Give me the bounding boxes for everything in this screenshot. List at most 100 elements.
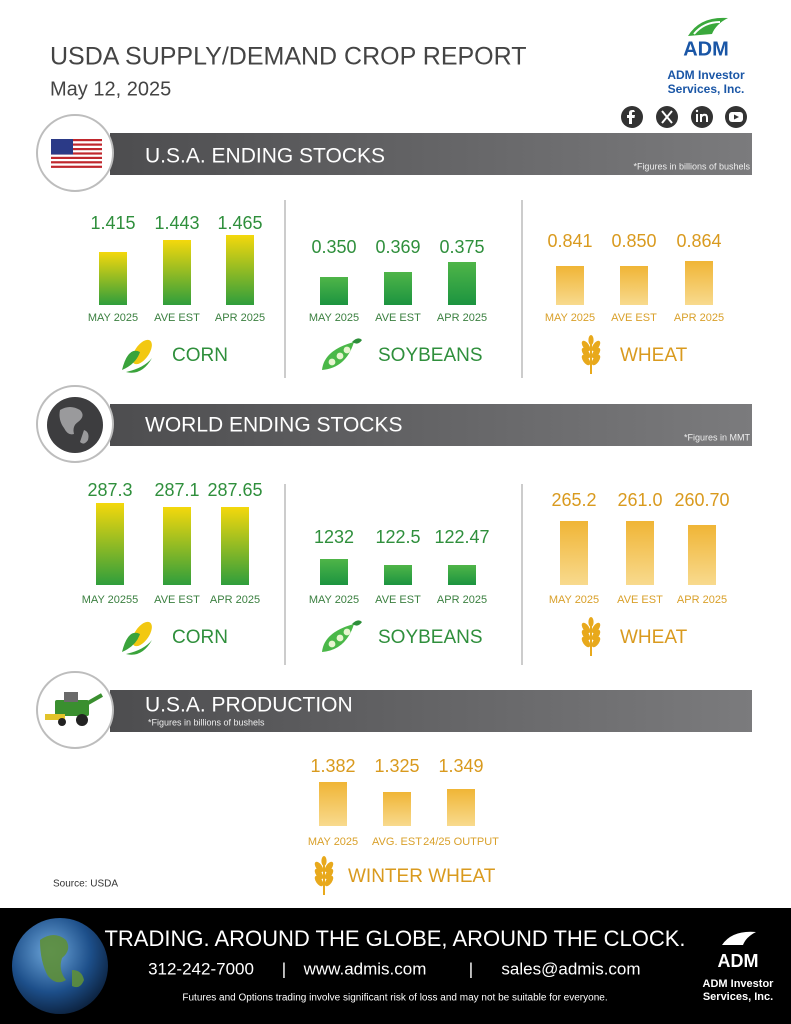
bar [384, 272, 412, 305]
value-label: 1.443 [154, 213, 199, 233]
adm-logo: ADM ADM Investor Services, Inc. [667, 17, 745, 96]
bar [556, 266, 584, 305]
value-label: 287.65 [207, 480, 262, 500]
wheat-grain [324, 875, 334, 887]
soy-bean [328, 358, 336, 366]
bar [685, 261, 713, 305]
corn-husk [122, 350, 152, 373]
soy-leaf [352, 338, 362, 344]
wheat-grain [314, 875, 324, 887]
wheat-grain [591, 629, 601, 641]
soy-leaf [352, 620, 362, 626]
facebook-glyph [627, 110, 635, 124]
wheat-grain [588, 617, 594, 627]
section-band [110, 404, 752, 446]
globe-icon [47, 397, 103, 453]
bar [448, 565, 476, 585]
footer-logo-company: Services, Inc. [703, 991, 773, 1003]
footer-email[interactable]: sales@admis.com [501, 959, 640, 978]
wheat-icon [581, 617, 601, 656]
bar [688, 525, 716, 585]
combine-header [45, 714, 65, 720]
x-glyph [661, 110, 673, 124]
wheat-grain [581, 347, 591, 359]
bar [383, 792, 411, 826]
crop-name: WHEAT [620, 345, 688, 366]
wheat-icon [581, 335, 601, 374]
usa-flag-icon [51, 139, 102, 168]
section-note: *Figures in MMT [684, 432, 751, 442]
combine-cab [64, 692, 78, 702]
wheat-grain [314, 868, 324, 880]
value-label: 0.369 [375, 237, 420, 257]
combine-wheel [76, 714, 88, 726]
footer-logo-company: ADM Investor [703, 978, 775, 990]
wheat-grain [591, 636, 601, 648]
crop-name: SOYBEANS [378, 627, 483, 648]
value-label: 122.5 [375, 527, 420, 547]
soy-bean [336, 634, 344, 642]
section-title: U.S.A. PRODUCTION [145, 694, 353, 717]
wheat-grain [581, 629, 591, 641]
bar [320, 559, 348, 585]
footer-website[interactable]: www.admis.com [303, 959, 427, 978]
category-label: MAY 2025 [549, 594, 599, 606]
value-label: 0.375 [439, 237, 484, 257]
sections: U.S.A. ENDING STOCKS *Figures in billions… [36, 114, 752, 895]
wheat-grain [591, 622, 601, 634]
youtube-play [734, 114, 739, 120]
footer-phone[interactable]: 312-242-7000 [148, 959, 254, 978]
category-label: AVE EST [617, 594, 663, 606]
logo-company: ADM Investor [667, 68, 745, 82]
bar [163, 240, 191, 305]
bar [620, 266, 648, 305]
category-label: MAY 2025 [308, 836, 358, 848]
category-label: AVE EST [611, 312, 657, 324]
crop-name: WHEAT [620, 627, 688, 648]
crop-name: CORN [172, 345, 228, 366]
category-label: APR 2025 [674, 312, 724, 324]
bar [447, 789, 475, 826]
wheat-grain [314, 861, 324, 873]
category-label: MAY 2025 [309, 312, 359, 324]
wheat-grain [581, 354, 591, 366]
value-label: 1.325 [374, 756, 419, 776]
section-title: U.S.A. ENDING STOCKS [145, 145, 385, 168]
category-label: 24/25 OUTPUT [423, 836, 499, 848]
footer-logo-brand: ADM [718, 951, 759, 971]
flag-canton [51, 139, 73, 155]
combine-icon [45, 692, 103, 726]
bar [448, 262, 476, 305]
value-label: 0.350 [311, 237, 356, 257]
category-label: MAY 2025 [545, 312, 595, 324]
soy-icon [322, 620, 362, 652]
soy-bean [343, 628, 351, 636]
category-label: APR 2025 [437, 594, 487, 606]
soy-icon [322, 338, 362, 370]
source-note: Source: USDA [53, 879, 118, 890]
soy-bean [336, 352, 344, 360]
value-label: 0.864 [676, 231, 721, 251]
value-label: 260.70 [674, 490, 729, 510]
wheat-grain [581, 636, 591, 648]
report-date: May 12, 2025 [50, 78, 171, 100]
corn-icon [122, 339, 152, 373]
wheat-grain [324, 861, 334, 873]
logo-leaf-vein [693, 21, 721, 35]
category-label: AVG. EST [372, 836, 422, 848]
value-label: 1.349 [438, 756, 483, 776]
report-title: USDA SUPPLY/DEMAND CROP REPORT [50, 43, 527, 71]
bar [163, 507, 191, 585]
section-band [110, 690, 752, 732]
logo-brand: ADM [683, 38, 729, 60]
globe-sphere [47, 397, 103, 453]
corn-icon [122, 621, 152, 655]
footer: TRADING. AROUND THE GLOBE, AROUND THE CL… [0, 908, 791, 1024]
corn-husk [122, 632, 152, 655]
wheat-grain [591, 347, 601, 359]
bar [560, 521, 588, 585]
bar [626, 521, 654, 585]
crop-name: WINTER WHEAT [348, 866, 496, 887]
wheat-grain [591, 340, 601, 352]
wheat-icon [314, 856, 334, 895]
